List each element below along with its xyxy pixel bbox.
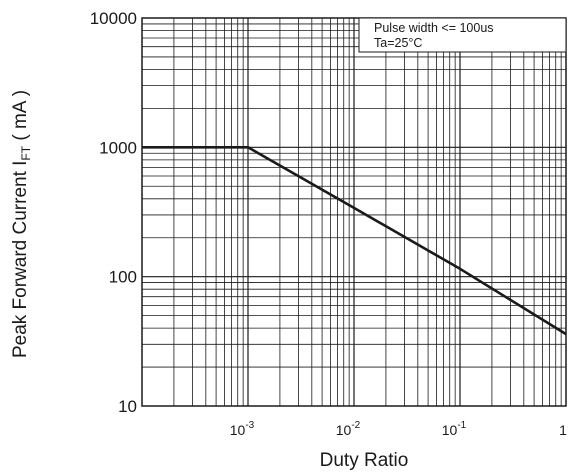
x-tick-base: 10 xyxy=(230,422,246,438)
x-tick-labels: 10-3 10-2 10-1 1 xyxy=(230,420,567,438)
x-tick-base: 10 xyxy=(442,422,458,438)
y-tick-label: 1000 xyxy=(99,138,137,157)
conditions-note-line-2: Ta=25°C xyxy=(374,36,422,50)
series-group xyxy=(142,146,567,336)
x-tick-label: 10-3 xyxy=(230,420,255,438)
y-axis-label: Peak Forward Current IFT ( mA ) xyxy=(10,90,33,358)
series-line-1 xyxy=(142,146,567,336)
x-tick-label: 10-2 xyxy=(336,420,361,438)
y-tick-label: 100 xyxy=(109,268,137,287)
conditions-note-line-1: Pulse width <= 100us xyxy=(374,21,494,35)
y-tick-label: 10000 xyxy=(90,9,137,28)
y-axis-label-unit: ( mA ) xyxy=(10,90,31,146)
x-axis-label: Duty Ratio xyxy=(320,450,409,471)
y-axis-label-main: Peak Forward Current I xyxy=(10,161,31,358)
plot-frame xyxy=(141,17,567,407)
x-tick-label: 1 xyxy=(559,422,567,438)
x-tick-label: 10-1 xyxy=(442,420,467,438)
y-tick-label: 10 xyxy=(118,397,137,416)
grid-lines xyxy=(142,18,566,406)
y-tick-labels: 10 100 1000 10000 xyxy=(90,9,137,416)
y-axis-label-subscript: FT xyxy=(19,145,33,160)
x-tick-base: 1 xyxy=(559,422,567,438)
x-tick-base: 10 xyxy=(336,422,352,438)
x-tick-exponent: -1 xyxy=(457,420,466,431)
conditions-note: Pulse width <= 100us Ta=25°C xyxy=(358,17,567,53)
x-tick-exponent: -2 xyxy=(351,420,360,431)
conditions-note-box xyxy=(358,17,567,53)
x-tick-exponent: -3 xyxy=(245,420,254,431)
